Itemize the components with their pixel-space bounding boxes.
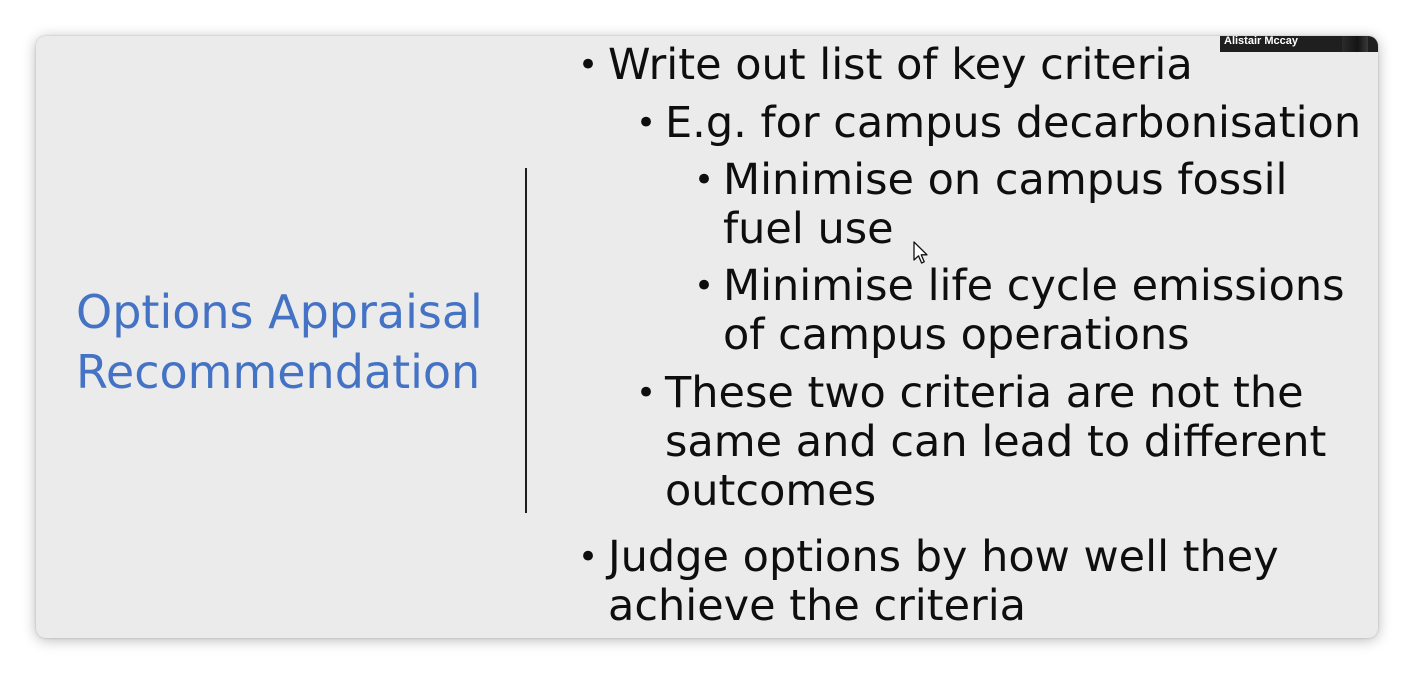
bullet-text-line-1: Minimise life cycle emissions: [723, 261, 1345, 311]
bullet-text-line-1: Judge options by how well they: [608, 532, 1279, 582]
slide-title-line-2: Recommendation: [76, 345, 481, 399]
shared-screen-window: Options Appraisal Recommendation • Write…: [36, 36, 1378, 638]
bullet-text-line-2: same and can lead to different: [665, 417, 1327, 467]
slide-title-line-1: Options Appraisal: [76, 285, 483, 339]
bullet-text: E.g. for campus decarbonisation: [665, 98, 1362, 148]
bullet-dot: •: [578, 45, 599, 85]
bullet-text: Write out list of key criteria: [608, 40, 1193, 90]
bullet-text-line-1: Minimise on campus fossil: [723, 155, 1288, 205]
slide-title: Options Appraisal Recommendation: [76, 282, 483, 402]
bullet-dot: •: [694, 266, 715, 306]
video-feed: [1342, 36, 1368, 52]
participant-video-tile[interactable]: Alistair Mccay: [1220, 36, 1378, 52]
slide-divider: [525, 168, 527, 513]
participant-name: Alistair Mccay: [1224, 36, 1298, 47]
bullet-text-line-2: fuel use: [723, 204, 894, 254]
bullet-text-line-3: outcomes: [665, 466, 877, 516]
bullet-text-line-2: achieve the criteria: [608, 581, 1027, 631]
bullet-text-line-1: These two criteria are not the: [665, 368, 1304, 418]
bullet-dot: •: [636, 373, 657, 413]
bullet-dot: •: [578, 537, 599, 577]
bullet-dot: •: [636, 103, 657, 143]
mouse-pointer-icon: [913, 241, 928, 264]
bullet-dot: •: [694, 160, 715, 200]
bullet-text-line-2: of campus operations: [723, 310, 1190, 360]
